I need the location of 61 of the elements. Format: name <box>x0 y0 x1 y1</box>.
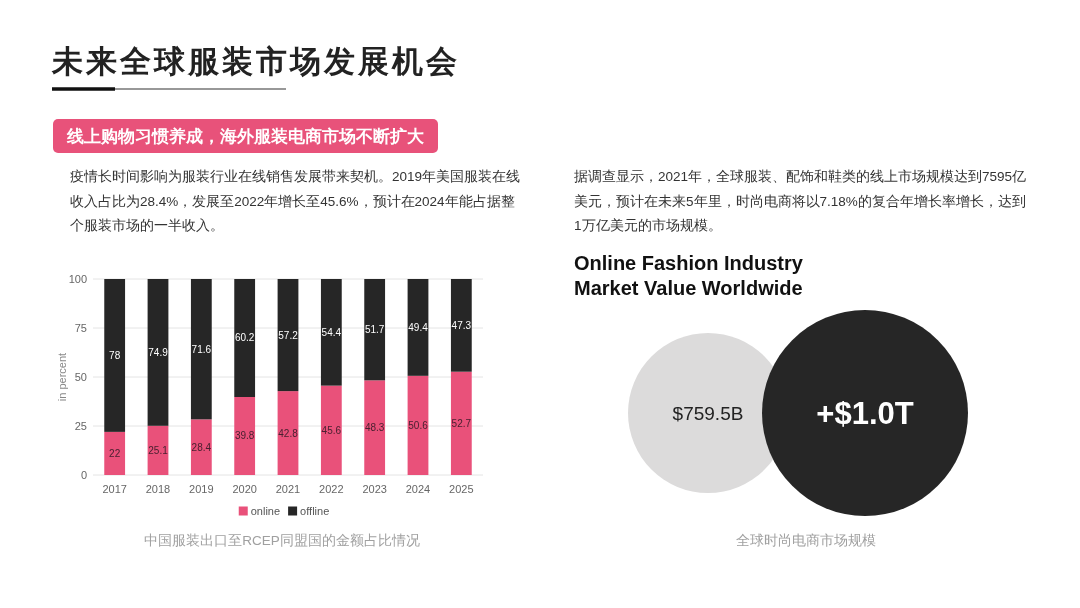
y-tick-label: 25 <box>74 420 87 432</box>
x-tick-label: 2017 <box>102 483 127 495</box>
text: 全球时尚电商市场规模 <box>736 533 876 548</box>
bar <box>277 279 299 392</box>
bar <box>277 391 299 475</box>
bar <box>450 371 472 475</box>
data-label: 52.7 <box>451 417 472 429</box>
bar <box>190 279 212 420</box>
text: Online Fashion Industry Market Value Worldwide <box>574 252 804 299</box>
bar <box>450 279 472 372</box>
data-label: 60.2 <box>234 332 255 344</box>
data-label: 22 <box>109 447 121 459</box>
y-tick-label: 50 <box>74 371 87 383</box>
bar <box>104 431 126 475</box>
legend-label: online <box>250 505 281 517</box>
data-label: 71.6 <box>191 343 212 355</box>
text: 疫情长时间影响为服装行业在线销售发展带来契机。2019年美国服装在线收入占比为28.4%，发展至2022年增长至45.6%，预计在2024年能占据整个服装市场的一半收入。 <box>70 169 521 233</box>
text: 未来全球服装市场发展机会 <box>51 44 460 79</box>
bar <box>190 419 212 475</box>
data-label: 57.2 <box>278 329 299 341</box>
data-label: 49.4 <box>408 321 429 333</box>
data-label: 25.1 <box>148 444 169 456</box>
bar <box>147 279 169 426</box>
x-tick-label: 2018 <box>145 483 171 495</box>
text: $759.5B <box>672 402 744 424</box>
bar <box>407 279 429 376</box>
x-tick-label: 2023 <box>362 483 387 495</box>
x-tick-label: 2021 <box>275 483 301 495</box>
bar <box>234 396 256 475</box>
bar <box>104 279 126 432</box>
text: 据调查显示，2021年，全球服装、配饰和鞋类的线上市场规模达到7595亿美元，预计在未来5年里，时尚电商将以7.18%的复合年增长率增长，达到1万亿美元的市场规模。 <box>574 169 1027 233</box>
x-tick-label: 2025 <box>449 483 474 495</box>
data-label: 74.9 <box>148 346 169 358</box>
y-tick-label: 100 <box>68 273 87 285</box>
bar <box>234 279 256 397</box>
legend-label: offline <box>300 505 330 517</box>
y-axis-title: in percent <box>56 352 68 402</box>
x-tick-label: 2020 <box>232 483 257 495</box>
y-tick-label: 0 <box>80 469 87 481</box>
bar <box>407 375 429 475</box>
x-tick-label: 2019 <box>189 483 214 495</box>
data-label: 45.6 <box>321 424 342 436</box>
text: 线上购物习惯养成，海外服装电商市场不断扩大 <box>66 127 425 145</box>
bar <box>364 380 386 475</box>
text: 中国服装出口至RCEP同盟国的金额占比情况 <box>144 533 420 548</box>
text: +$1.0T <box>816 395 914 431</box>
data-label: 54.4 <box>321 326 342 338</box>
data-label: 78 <box>109 349 121 361</box>
data-label: 50.6 <box>408 419 429 431</box>
data-label: 42.8 <box>278 427 299 439</box>
bar <box>364 279 386 381</box>
data-label: 48.3 <box>364 422 385 434</box>
data-label: 39.8 <box>234 430 255 442</box>
data-label: 47.3 <box>451 319 472 331</box>
data-label: 28.4 <box>191 441 212 453</box>
x-tick-label: 2022 <box>319 483 344 495</box>
x-tick-label: 2024 <box>405 483 431 495</box>
bar <box>320 385 342 475</box>
data-label: 51.7 <box>364 324 385 336</box>
y-tick-label: 75 <box>74 322 87 334</box>
bar <box>320 279 342 386</box>
